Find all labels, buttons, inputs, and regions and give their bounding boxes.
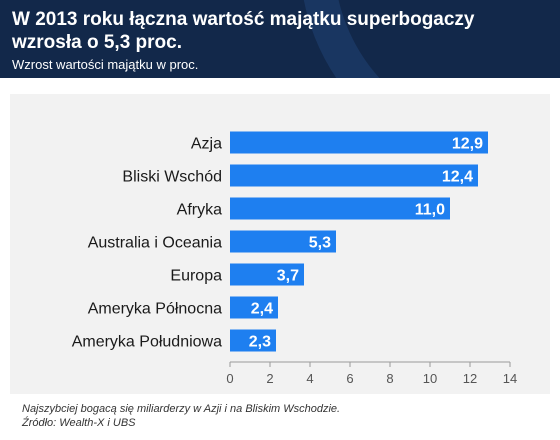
x-tick-label: 0 xyxy=(226,371,233,386)
category-label: Ameryka Południowa xyxy=(72,334,222,351)
x-tick-label: 14 xyxy=(503,371,517,386)
chart-footer: Najszybciej bogacą się miliarderzy w Azj… xyxy=(22,402,340,430)
x-tick-label: 12 xyxy=(463,371,477,386)
chart-title: W 2013 roku łączna wartość majątku super… xyxy=(12,9,475,53)
bar-chart: Azja 12,9 Bliski Wschód 12,4 Afryka 11,0 Austr… xyxy=(72,131,517,386)
x-tick-label: 2 xyxy=(266,371,273,386)
category-label: Bliski Wschód xyxy=(122,169,222,186)
bar xyxy=(230,131,488,154)
bar xyxy=(230,263,304,286)
bar xyxy=(230,329,276,352)
category-label: Australia i Oceania xyxy=(88,235,222,252)
category-label: Afryka xyxy=(177,202,222,219)
category-label: Europa xyxy=(170,268,222,285)
value-label: 3,7 xyxy=(277,268,299,285)
chart-area: Azja 12,9 Bliski Wschód 12,4 Afryka 11,0 Austr… xyxy=(10,94,550,394)
category-label: Azja xyxy=(191,136,222,153)
category-label: Ameryka Północna xyxy=(88,301,222,318)
value-label: 12,9 xyxy=(452,136,483,153)
value-label: 12,4 xyxy=(442,169,473,186)
bar xyxy=(230,197,450,220)
chart-header: W 2013 roku łączna wartość majątku super… xyxy=(0,0,560,78)
bar xyxy=(230,296,278,319)
footer-note: Najszybciej bogacą się miliarderzy w Azj… xyxy=(22,403,341,415)
x-tick-label: 4 xyxy=(306,371,313,386)
value-label: 5,3 xyxy=(309,235,331,252)
bar xyxy=(230,230,336,253)
value-label: 11,0 xyxy=(415,202,445,219)
bar xyxy=(230,164,478,187)
value-label: 2,3 xyxy=(249,334,271,351)
x-tick-label: 8 xyxy=(386,371,393,386)
chart-subtitle: Wzrost wartości majątku w proc. xyxy=(12,57,199,72)
x-tick-label: 10 xyxy=(423,371,437,386)
value-label: 2,4 xyxy=(251,301,273,318)
footer-source: Źródło: Wealth-X i UBS xyxy=(22,417,136,429)
x-tick-label: 6 xyxy=(346,371,353,386)
